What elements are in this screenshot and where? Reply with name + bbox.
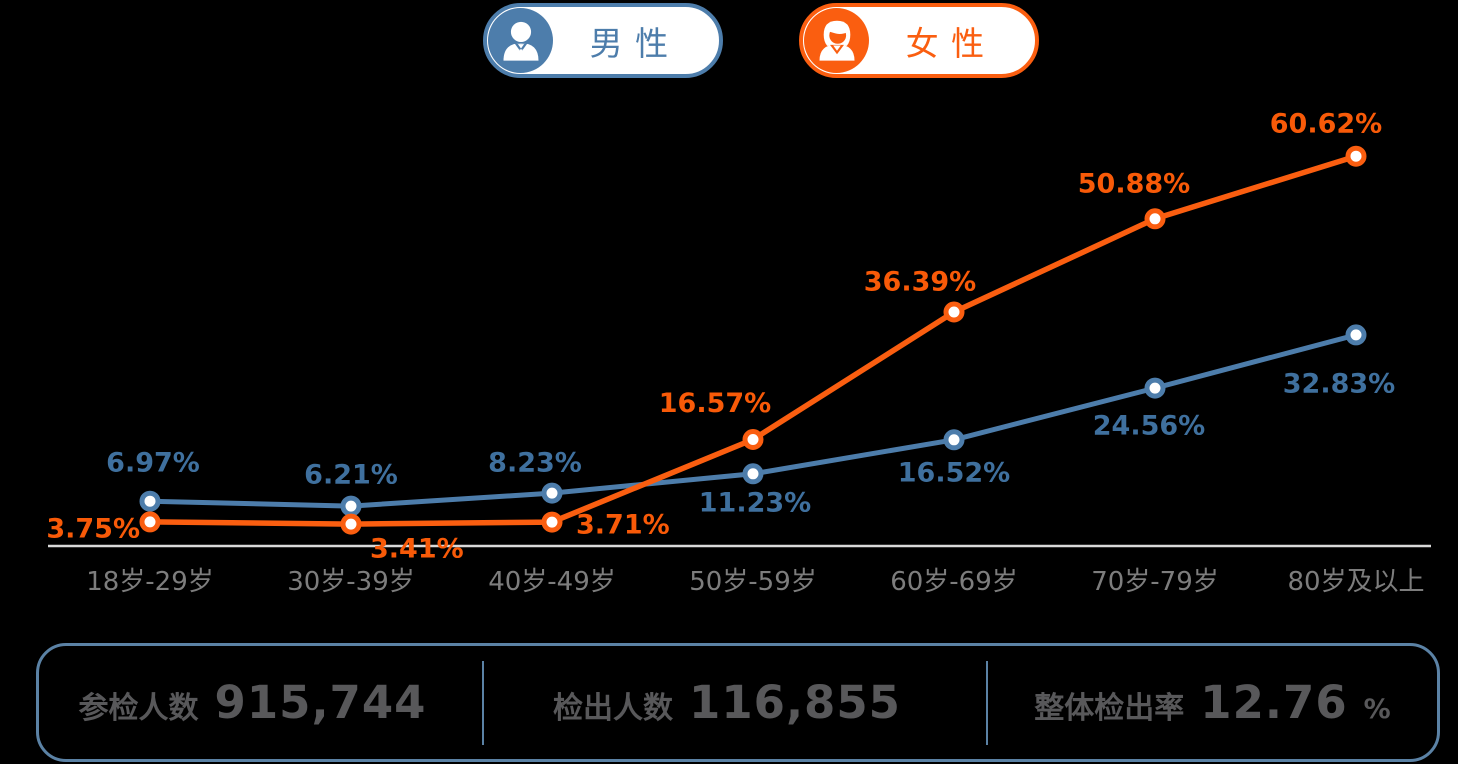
data-label: 3.71% xyxy=(576,510,670,541)
stat-overall-rate-suffix: % xyxy=(1363,694,1391,725)
data-label: 6.97% xyxy=(106,448,200,479)
data-label: 60.62% xyxy=(1270,109,1382,140)
summary-bar: 参检人数 915,744 检出人数 116,855 整体检出率 12.76 % xyxy=(36,643,1440,762)
x-axis-label: 18岁-29岁 xyxy=(86,567,214,597)
data-point xyxy=(742,463,764,485)
data-point xyxy=(541,482,563,504)
data-point xyxy=(541,511,563,533)
data-point xyxy=(340,513,362,535)
data-label: 16.57% xyxy=(659,388,771,419)
data-point xyxy=(1345,324,1367,346)
x-axis-label: 60岁-69岁 xyxy=(890,567,1018,597)
detection-rate-line-chart: 18岁-29岁 30岁-39岁 40岁-49岁 50岁-59岁 60岁-69岁 70岁-7… xyxy=(46,109,1431,597)
data-label: 3.41% xyxy=(370,534,464,565)
data-point xyxy=(139,511,161,533)
data-point xyxy=(943,301,965,323)
divider xyxy=(986,660,988,745)
data-point xyxy=(943,429,965,451)
male-avatar-icon xyxy=(488,8,553,73)
x-axis-label: 50岁-59岁 xyxy=(689,567,817,597)
data-point xyxy=(742,429,764,450)
data-label: 6.21% xyxy=(304,460,398,491)
data-label: 8.23% xyxy=(488,448,582,479)
data-label: 50.88% xyxy=(1078,168,1190,199)
data-point xyxy=(139,490,161,512)
data-label: 32.83% xyxy=(1283,368,1395,399)
female-avatar-icon xyxy=(804,8,869,73)
stat-detected: 检出人数 116,855 xyxy=(484,676,986,729)
chart-legend: 男性 女性 xyxy=(483,3,1039,78)
stat-participants-value: 915,744 xyxy=(214,676,427,729)
stat-overall-rate: 整体检出率 12.76 % xyxy=(988,676,1437,729)
data-label: 11.23% xyxy=(699,487,811,518)
stat-overall-rate-value: 12.76 xyxy=(1200,676,1348,729)
divider xyxy=(482,660,484,745)
legend-female-label: 女性 xyxy=(905,23,997,63)
stat-overall-rate-label: 整体检出率 xyxy=(1034,691,1185,726)
x-axis-label: 80岁及以上 xyxy=(1287,567,1424,597)
stat-participants: 参检人数 915,744 xyxy=(39,676,482,729)
data-point xyxy=(340,495,362,517)
x-axis-label: 40岁-49岁 xyxy=(488,567,616,597)
data-label: 24.56% xyxy=(1093,411,1205,442)
data-label: 3.75% xyxy=(46,513,140,544)
stat-participants-label: 参检人数 xyxy=(78,691,199,726)
stat-detected-value: 116,855 xyxy=(689,676,901,729)
data-label: 36.39% xyxy=(864,267,976,298)
x-axis-label: 30岁-39岁 xyxy=(287,567,415,597)
data-label: 16.52% xyxy=(898,457,1010,488)
data-point xyxy=(1345,145,1367,167)
legend-item-female[interactable]: 女性 xyxy=(799,3,1039,78)
data-point xyxy=(1144,377,1166,399)
x-axis-label: 70岁-79岁 xyxy=(1091,567,1219,597)
legend-male-label: 男性 xyxy=(589,23,681,63)
legend-item-male[interactable]: 男性 xyxy=(483,3,723,78)
stat-detected-label: 检出人数 xyxy=(553,691,674,726)
data-point xyxy=(1144,208,1166,230)
